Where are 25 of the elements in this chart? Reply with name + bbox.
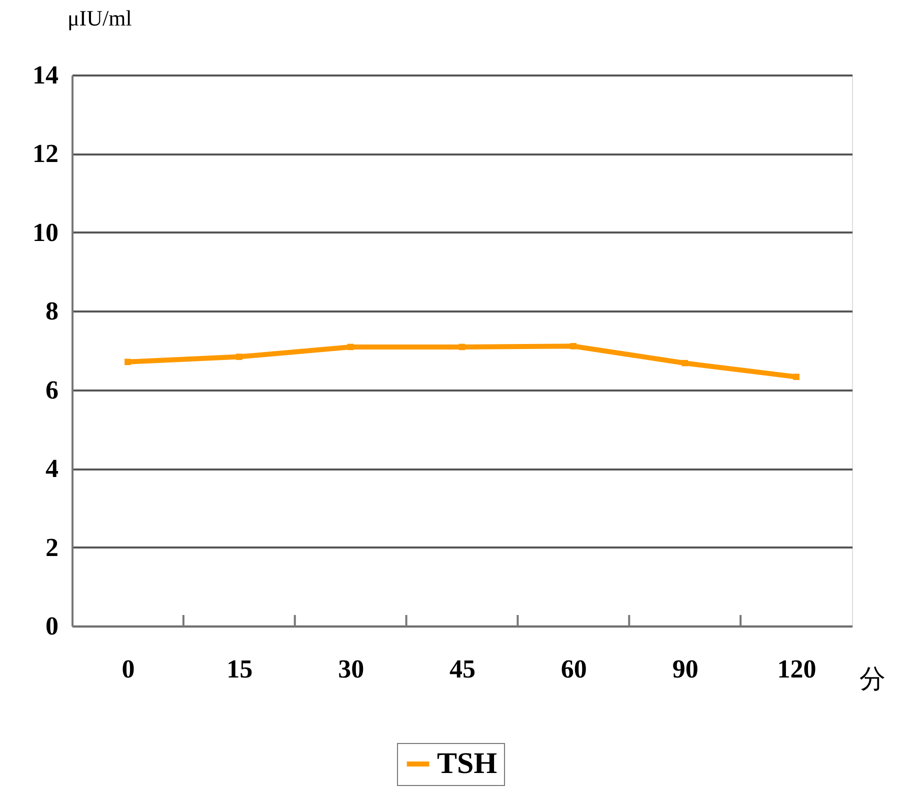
x-tick-label: 15 <box>226 654 253 684</box>
point <box>124 358 131 366</box>
point <box>347 344 354 350</box>
y-tick-label: 4 <box>46 454 58 484</box>
y-tick-label: 14 <box>32 60 58 90</box>
point <box>570 343 577 350</box>
y-axis-title: μIU/ml <box>68 6 132 30</box>
y-tick-label: 10 <box>32 218 58 247</box>
point <box>793 374 800 380</box>
x-tick-label: 0 <box>122 654 135 684</box>
x-tick-label: 60 <box>560 654 587 684</box>
x-tick-label: 45 <box>450 654 476 684</box>
y-tick-label: 2 <box>46 532 58 562</box>
y-tick-label: 8 <box>46 296 58 326</box>
x-tick-label: 90 <box>672 654 698 684</box>
point <box>236 354 242 360</box>
y-tick-label: 6 <box>46 375 58 404</box>
y-tick-label: 0 <box>46 612 58 640</box>
y-tick-label: 12 <box>32 139 58 168</box>
x-axis-title: 分 <box>860 664 886 694</box>
legend-label: TSH <box>437 747 498 780</box>
point <box>458 344 466 350</box>
point <box>682 360 688 366</box>
x-tick-label: 30 <box>338 654 364 684</box>
x-tick-label: 120 <box>777 654 816 684</box>
